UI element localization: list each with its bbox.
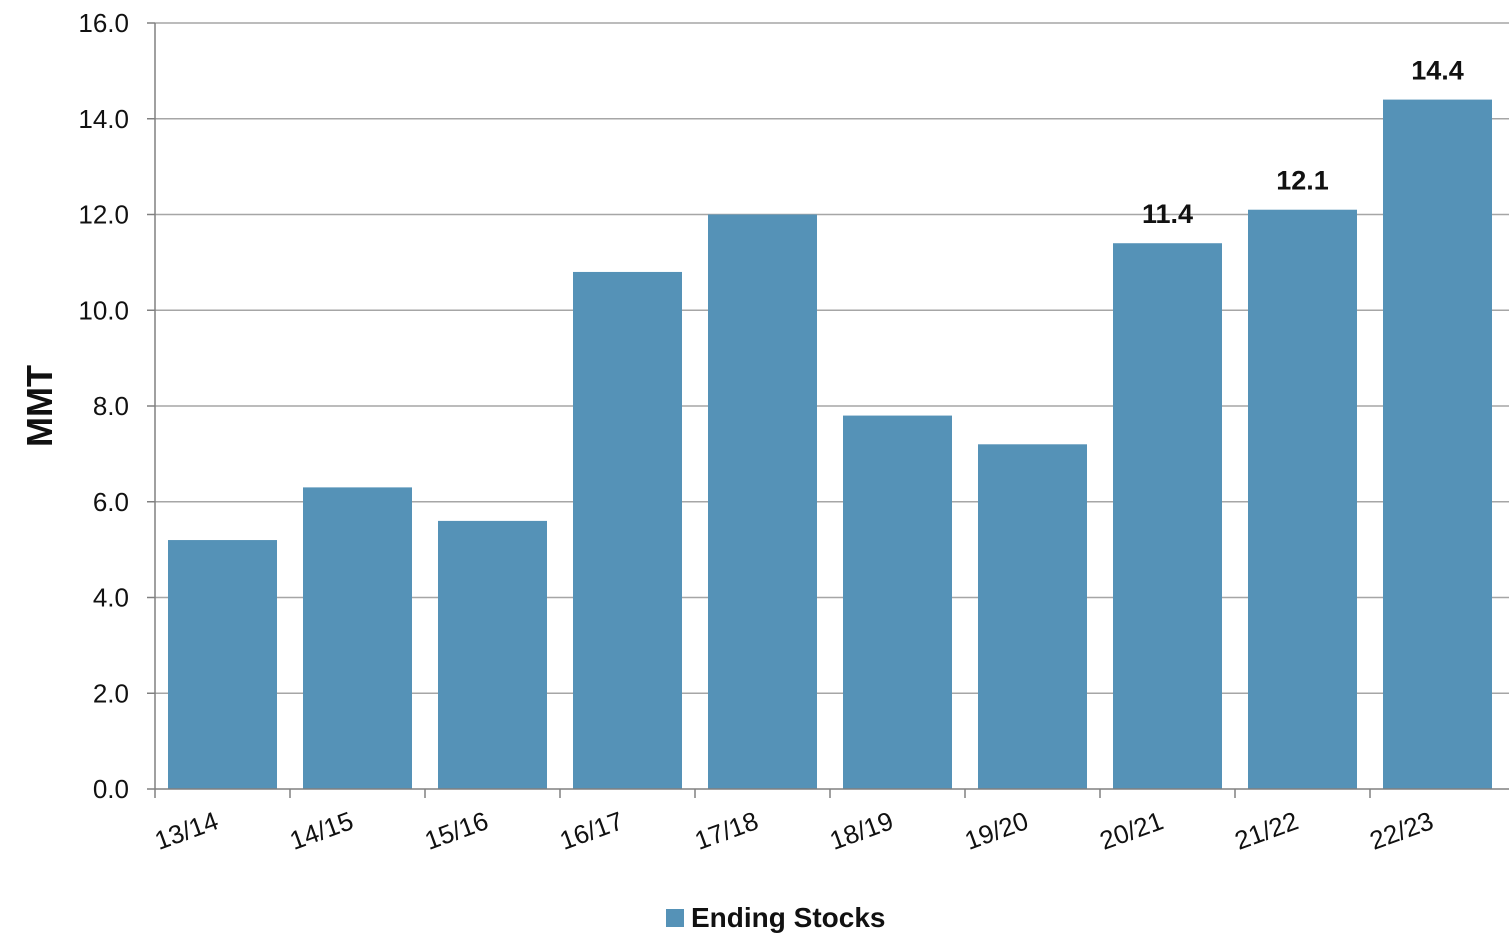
bar-20-21 — [1113, 243, 1222, 790]
y-axis-label: MMT — [19, 365, 60, 447]
legend: Ending Stocks — [666, 902, 885, 933]
x-tick-label: 15/16 — [421, 805, 492, 855]
y-tick-label: 10.0 — [78, 295, 129, 325]
y-tick-label: 0.0 — [93, 774, 129, 804]
bar-13-14 — [168, 540, 277, 789]
y-tick-label: 2.0 — [93, 678, 129, 708]
bar-14-15 — [303, 487, 412, 789]
bar-21-22 — [1248, 209, 1357, 789]
bars — [168, 99, 1492, 790]
y-tick-label: 14.0 — [78, 104, 129, 134]
x-tick-label: 21/22 — [1231, 805, 1302, 855]
data-label: 12.1 — [1276, 166, 1329, 196]
x-tick-label: 14/15 — [286, 805, 357, 855]
y-tick-label: 12.0 — [78, 200, 129, 230]
legend-label: Ending Stocks — [691, 902, 885, 933]
x-tick-label: 20/21 — [1096, 805, 1167, 855]
x-tick-labels: 13/14 14/15 15/16 16/17 17/18 18/19 19/20 20/21… — [151, 805, 1437, 855]
y-tick-label: 16.0 — [78, 8, 129, 38]
bar-16-17 — [573, 271, 682, 789]
axes — [147, 22, 1509, 798]
x-tick-label: 17/18 — [691, 805, 762, 855]
data-labels: 11.4 12.1 14.4 — [1142, 56, 1464, 230]
data-label: 14.4 — [1411, 56, 1464, 86]
bar-22-23 — [1383, 99, 1492, 790]
bar-18-19 — [843, 415, 952, 789]
x-tick-label: 19/20 — [961, 805, 1032, 855]
legend-swatch — [666, 909, 684, 927]
bar-19-20 — [978, 444, 1087, 789]
y-tick-labels: 0.0 2.0 4.0 6.0 8.0 10.0 12.0 14.0 16.0 — [78, 8, 129, 804]
x-tick-label: 16/17 — [556, 805, 627, 855]
y-tick-label: 8.0 — [93, 391, 129, 421]
y-tick-label: 6.0 — [93, 487, 129, 517]
bar-15-16 — [438, 520, 547, 789]
x-tick-label: 18/19 — [826, 805, 897, 855]
x-tick-label: 22/23 — [1366, 805, 1437, 855]
y-tick-label: 4.0 — [93, 583, 129, 613]
x-tick-label: 13/14 — [151, 805, 222, 855]
data-label: 11.4 — [1142, 199, 1193, 229]
bar-17-18 — [708, 214, 817, 789]
